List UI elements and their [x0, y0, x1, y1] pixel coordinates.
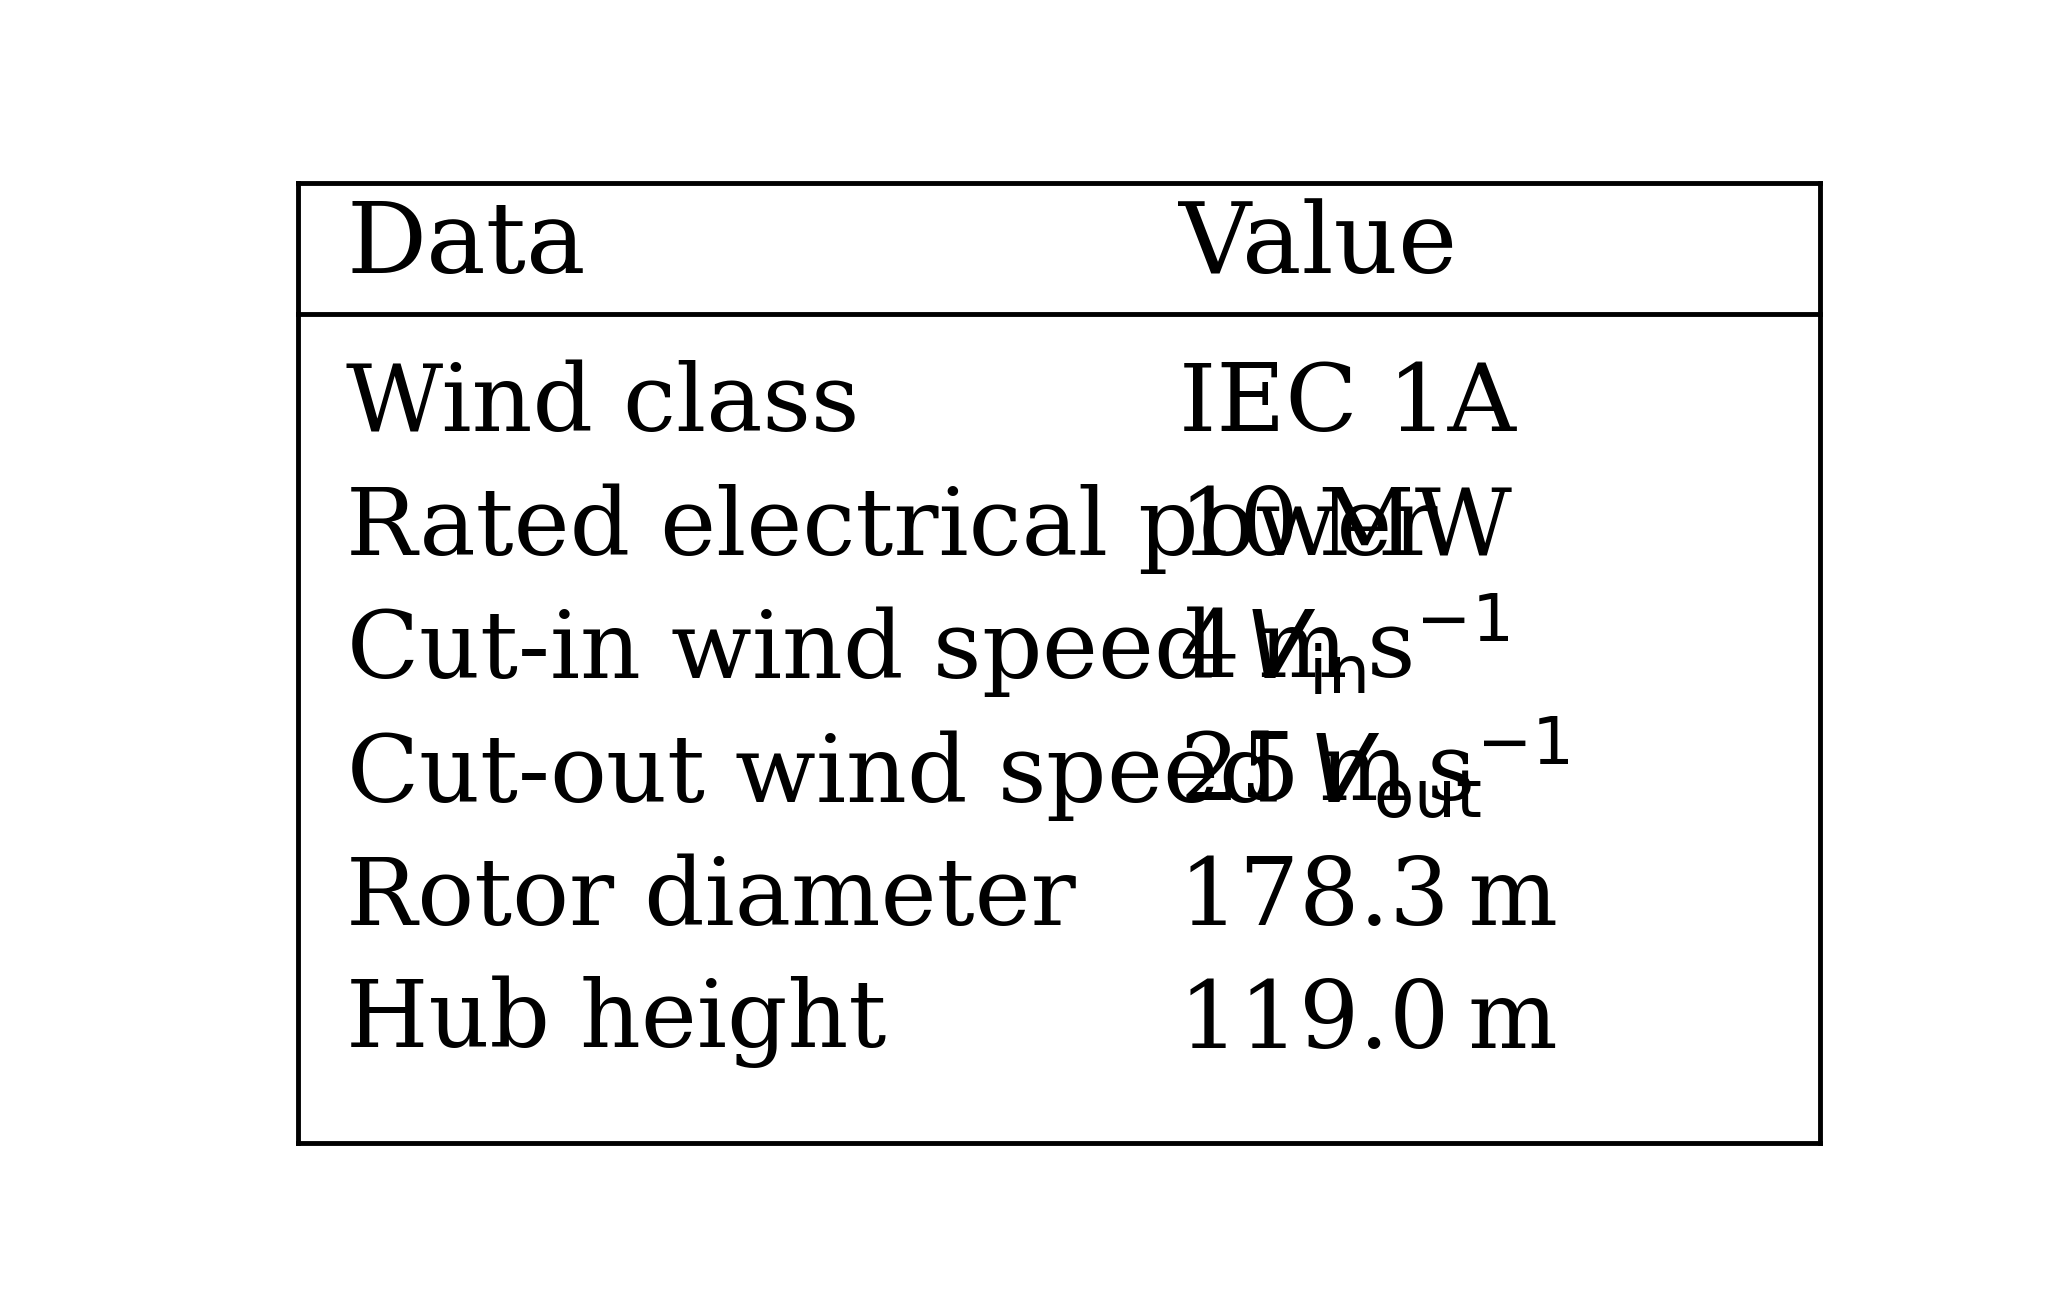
Text: Value: Value — [1180, 198, 1457, 294]
Text: 10 MW: 10 MW — [1180, 483, 1513, 574]
Text: 178.3 m: 178.3 m — [1180, 853, 1559, 944]
Text: Hub height: Hub height — [347, 976, 887, 1069]
Text: Cut-in wind speed $V_{\mathrm{in}}$: Cut-in wind speed $V_{\mathrm{in}}$ — [347, 604, 1366, 700]
Text: Cut-out wind speed $V_{\mathrm{out}}$: Cut-out wind speed $V_{\mathrm{out}}$ — [347, 727, 1482, 823]
Text: 119.0 m: 119.0 m — [1180, 977, 1559, 1067]
Text: Rated electrical power: Rated electrical power — [347, 483, 1439, 574]
Text: IEC 1A: IEC 1A — [1180, 360, 1517, 450]
Text: Wind class: Wind class — [347, 360, 860, 450]
Text: Rotor diameter: Rotor diameter — [347, 853, 1077, 944]
Text: 4 m s$^{-1}$: 4 m s$^{-1}$ — [1180, 607, 1509, 697]
Text: 25 m s$^{-1}$: 25 m s$^{-1}$ — [1180, 730, 1571, 821]
Text: Data: Data — [347, 198, 587, 294]
